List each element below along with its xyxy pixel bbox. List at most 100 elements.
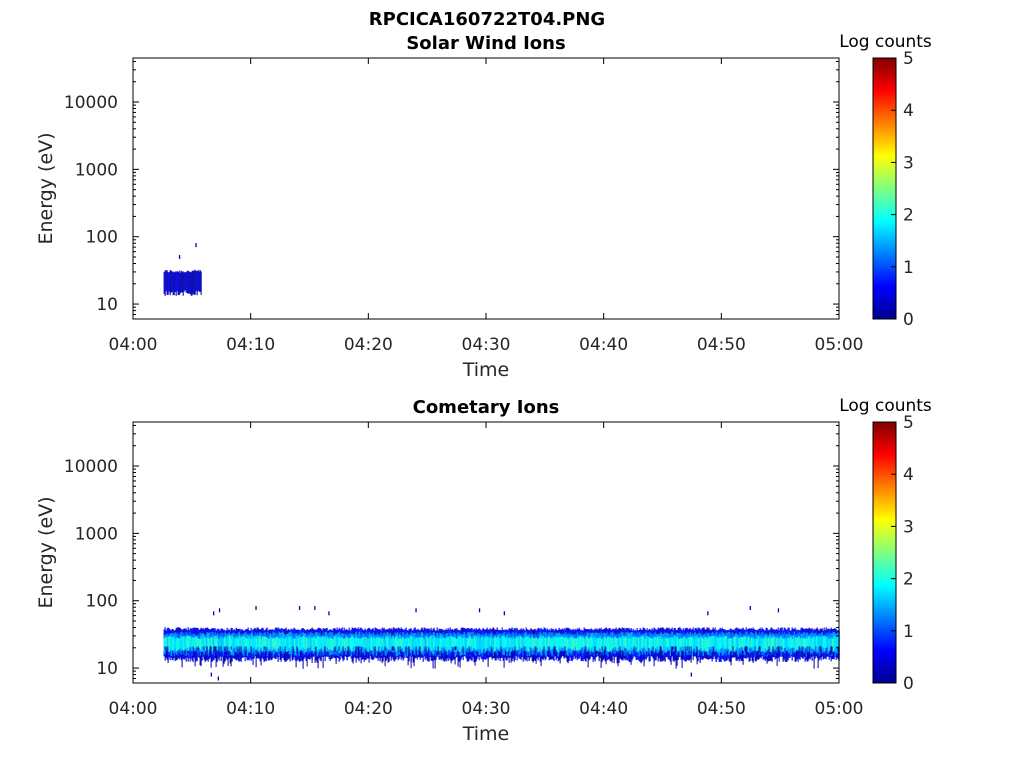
heatmap-cell [389, 635, 391, 650]
heatmap-cell [319, 636, 321, 650]
heatmap-cell [542, 635, 544, 649]
heatmap-point [314, 606, 316, 610]
heatmap-cell [402, 650, 404, 659]
heatmap-cell [527, 636, 529, 653]
heatmap-cell [819, 646, 821, 651]
heatmap-cell [661, 638, 663, 650]
heatmap-cell [633, 637, 635, 651]
heatmap-cell [524, 637, 526, 647]
heatmap-cell [510, 637, 512, 652]
heatmap-cell [574, 637, 576, 647]
heatmap-cell [659, 636, 661, 651]
heatmap-cell [632, 636, 634, 650]
heatmap-cell [785, 638, 787, 647]
heatmap-cell [656, 637, 658, 647]
heatmap-cell [231, 635, 233, 650]
heatmap-cell [224, 646, 226, 651]
heatmap-cell [766, 656, 768, 664]
heatmap-cell [543, 646, 545, 652]
heatmap-cell [783, 638, 785, 648]
heatmap-cell [268, 638, 270, 649]
heatmap-cell [269, 636, 271, 650]
heatmap-cell [735, 636, 737, 650]
heatmap-cell [240, 637, 242, 650]
heatmap-cell [499, 637, 501, 652]
heatmap-cell [400, 639, 402, 650]
heatmap-point [178, 255, 181, 259]
heatmap-cell [402, 636, 404, 653]
heatmap-cell [218, 638, 220, 647]
heatmap-cell [592, 650, 594, 659]
heatmap-cell [654, 636, 656, 649]
heatmap-cell [432, 638, 434, 649]
heatmap-cell [554, 646, 556, 656]
heatmap-cell [784, 637, 786, 649]
heatmap-cell [379, 656, 381, 660]
heatmap-cell [657, 635, 659, 650]
heatmap-cell [249, 639, 251, 652]
heatmap-cell [385, 656, 387, 660]
heatmap-cell [814, 637, 816, 647]
heatmap-cell [229, 635, 231, 651]
x-tick-label: 04:10 [226, 335, 275, 355]
heatmap-cell [451, 650, 453, 661]
heatmap-cell [475, 650, 477, 655]
heatmap-cell [652, 646, 654, 659]
colorbar-gradient [872, 421, 897, 684]
heatmap-cell [446, 637, 448, 652]
heatmap-cell [434, 656, 436, 669]
colorbar-tick-label: 4 [903, 465, 914, 485]
heatmap-cell [201, 638, 203, 647]
heatmap-cell [553, 646, 555, 653]
heatmap-cell [454, 646, 456, 651]
heatmap-cell [639, 635, 641, 650]
heatmap-cell [407, 637, 409, 647]
heatmap-cell [245, 638, 247, 651]
heatmap-cell [708, 636, 710, 648]
heatmap-cell [254, 637, 256, 650]
heatmap-cell [310, 636, 312, 647]
heatmap-cell [681, 650, 683, 659]
heatmap-cell [731, 638, 733, 651]
heatmap-cell [186, 271, 188, 293]
heatmap-cell [251, 635, 253, 649]
heatmap-cell [381, 638, 383, 647]
colorbar-tick-label: 3 [903, 517, 914, 537]
heatmap-cell [357, 646, 359, 659]
heatmap-point [478, 608, 481, 613]
heatmap-cell [165, 637, 167, 648]
heatmap-cell [442, 656, 444, 661]
heatmap-cell [690, 646, 692, 654]
heatmap-cell [648, 656, 650, 660]
heatmap-cell [245, 646, 247, 657]
heatmap-cell [206, 646, 208, 659]
heatmap-cell [419, 646, 421, 656]
heatmap-cell [805, 637, 807, 648]
heatmap-cell [234, 638, 236, 649]
heatmap-cell [485, 638, 487, 651]
heatmap-cell [225, 638, 227, 649]
heatmap-cell [543, 637, 545, 651]
heatmap-cell [754, 646, 756, 651]
heatmap-cell [392, 646, 394, 651]
heatmap-cell [797, 637, 799, 650]
heatmap-cell [775, 638, 777, 648]
heatmap-cell [234, 650, 236, 658]
heatmap-cell [719, 636, 721, 650]
heatmap-cell [587, 637, 589, 650]
heatmap-cell [654, 656, 656, 661]
heatmap-cell [439, 636, 441, 651]
heatmap-cell [552, 636, 554, 650]
heatmap-cell [360, 638, 362, 647]
heatmap-cell [362, 637, 364, 649]
heatmap-cell [502, 636, 504, 649]
heatmap-cell [534, 646, 536, 654]
heatmap-cell [730, 650, 732, 663]
heatmap-cell [288, 637, 290, 648]
heatmap-cell [772, 646, 774, 658]
heatmap-cell [181, 271, 183, 293]
heatmap-cell [183, 272, 185, 292]
heatmap-cell [215, 646, 217, 658]
heatmap-cell [458, 635, 460, 652]
heatmap-cell [293, 638, 295, 649]
